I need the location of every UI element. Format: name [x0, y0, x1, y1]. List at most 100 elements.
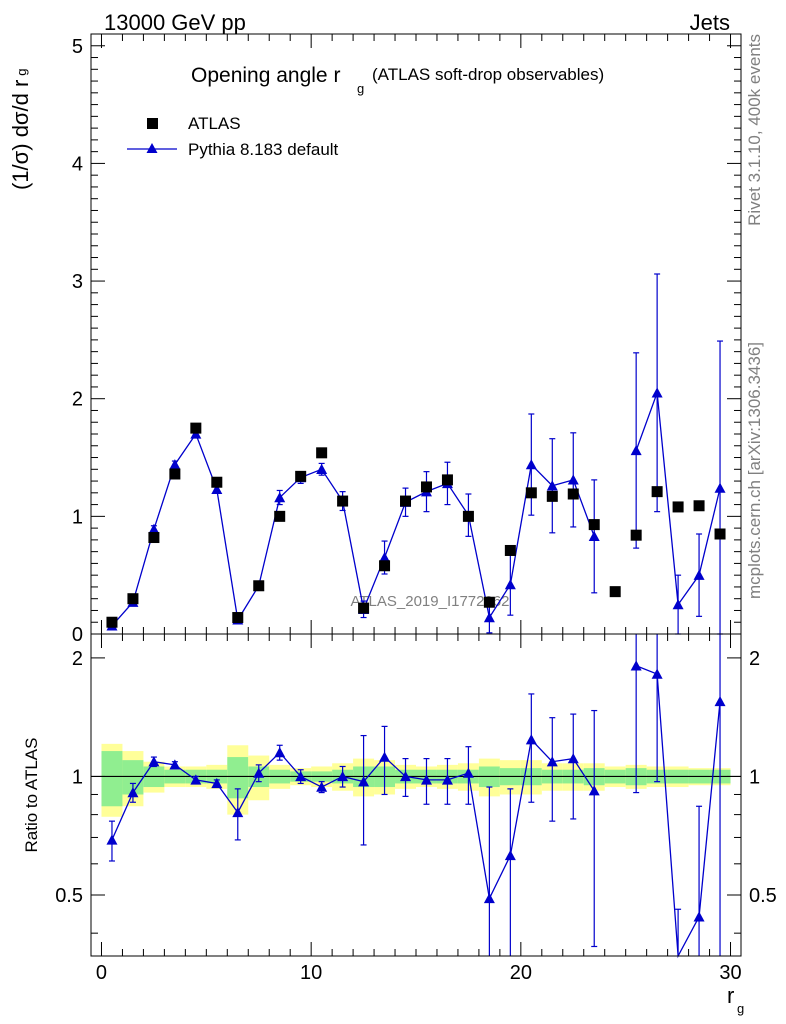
main-y-label-main: (1/σ) dσ/d r [8, 80, 33, 190]
main-mc-line [111, 432, 595, 627]
data-point-9 [295, 470, 307, 482]
x-tick-label-3: 30 [719, 962, 741, 984]
main-mc-point-2 [148, 523, 160, 534]
ratio-mc-point-19 [504, 849, 516, 861]
data-point-2 [148, 532, 160, 544]
main-mc-point-3 [169, 459, 181, 470]
main-mc-point-19 [504, 579, 516, 590]
data-point-5 [211, 476, 223, 488]
main-mc-point-29 [714, 482, 726, 493]
ratio-mc-point-4 [190, 774, 202, 785]
ratio-tick-label-right-0: 0.5 [749, 885, 777, 907]
y-tick-label-4: 4 [72, 153, 83, 175]
ratio-mc-point-12 [358, 776, 370, 787]
main-mc-point-27 [672, 599, 684, 610]
data-point-15 [420, 481, 432, 493]
data-point-25 [630, 529, 642, 541]
legend-mc-label: Pythia 8.183 default [188, 140, 339, 159]
data-point-24 [609, 586, 621, 598]
ratio-mc-point-9 [295, 770, 307, 782]
data-point-0 [106, 616, 118, 628]
y-tick-label-1: 1 [72, 506, 83, 528]
ratio-mc-point-28 [693, 911, 705, 922]
legend-data-label: ATLAS [188, 114, 241, 133]
ratio-mc-point-7 [253, 767, 265, 778]
ratio-axis-ticks: 0 10 20 30 0.5 0.5 1 1 2 2 [55, 634, 777, 984]
ratio-tick-label-right-2: 2 [749, 648, 760, 670]
main-axis-ticks: 0 1 2 3 4 5 [72, 33, 741, 646]
data-point-22 [567, 488, 579, 500]
ratio-mc-point-14 [400, 770, 412, 782]
data-point-26 [651, 486, 663, 498]
main-mc-point-20 [525, 459, 537, 470]
ratio-mc-point-22 [567, 753, 579, 764]
ratio-mc-point-23 [588, 785, 600, 796]
ratio-mc-point-13 [379, 751, 391, 762]
x-axis-label: r [727, 983, 734, 1008]
y-tick-label-2: 2 [72, 389, 83, 411]
data-point-8 [274, 510, 286, 522]
plot-title-rest: (ATLAS soft-drop observables) [372, 65, 604, 84]
ratio-mc-point-25 [630, 660, 642, 671]
ratio-tick-label-right-1: 1 [749, 766, 760, 788]
ratio-mc-point-2 [148, 756, 160, 767]
data-point-16 [441, 474, 453, 486]
ratio-tick-label-left-2: 2 [72, 648, 83, 670]
main-mc-point-8 [274, 492, 286, 503]
x-tick-label-2: 20 [510, 962, 532, 984]
plot-title-sub: g [357, 81, 364, 96]
ratio-y-axis-label: Ratio to ATLAS [22, 738, 41, 853]
main-mc-point-22 [567, 474, 579, 485]
ratio-mc-series [106, 634, 726, 959]
data-point-27 [672, 501, 684, 513]
data-point-3 [169, 468, 181, 480]
ratio-tick-label-left-0: 0.5 [55, 885, 83, 907]
data-point-11 [337, 495, 349, 507]
data-point-20 [525, 487, 537, 499]
data-point-14 [400, 495, 412, 507]
ratio-mc-point-6 [232, 806, 244, 818]
data-point-19 [504, 544, 516, 556]
ratio-mc-point-17 [462, 767, 474, 778]
ratio-plot-frame [90, 633, 742, 957]
data-point-28 [693, 500, 705, 512]
main-mc-point-26 [651, 387, 663, 398]
main-y-axis-label: (1/σ) dσ/d r g [8, 68, 33, 190]
y-tick-label-0: 0 [72, 624, 83, 646]
main-mc-point-13 [379, 552, 391, 563]
legend-mc-marker [146, 143, 158, 153]
band-inner-0 [101, 751, 123, 807]
x-axis-label-sub: g [737, 1001, 744, 1016]
ratio-mc-line [111, 738, 595, 901]
main-mc-point-10 [316, 463, 328, 474]
main-mc-point-18 [483, 612, 495, 623]
main-data-series [106, 422, 726, 628]
ratio-tick-label-left-1: 1 [72, 766, 83, 788]
x-tick-label-1: 10 [300, 962, 322, 984]
main-mc-series [106, 273, 726, 635]
plot-title: Opening angle r [191, 64, 340, 87]
header-energy: 13000 GeV pp [104, 10, 246, 35]
x-tick-label-0: 0 [96, 962, 107, 984]
y-tick-label-3: 3 [72, 271, 83, 293]
data-point-10 [316, 447, 328, 459]
main-mc-point-23 [588, 530, 600, 542]
ratio-mc-point-5 [211, 777, 223, 789]
ratio-mc-point-16 [441, 774, 453, 785]
ratio-mc-point-3 [169, 759, 181, 770]
main-y-label-sub: g [14, 68, 29, 75]
data-point-12 [358, 602, 370, 614]
data-point-17 [462, 510, 474, 522]
ratio-mc-point-8 [274, 747, 286, 758]
legend-data-marker [147, 118, 158, 129]
ratio-uncertainty-bands [91, 743, 741, 817]
ratio-mc-point-18 [483, 892, 495, 904]
data-point-6 [232, 612, 244, 624]
ratio-mc-point-20 [525, 734, 537, 745]
ratio-mc-point-15 [420, 774, 432, 785]
ratio-mc-point-10 [316, 781, 328, 792]
ratio-mc-point-29 [714, 695, 726, 707]
ratio-mc-point-26 [651, 668, 663, 679]
mcplots-info: mcplots.cern.ch [arXiv:1306.3436] [745, 342, 764, 599]
